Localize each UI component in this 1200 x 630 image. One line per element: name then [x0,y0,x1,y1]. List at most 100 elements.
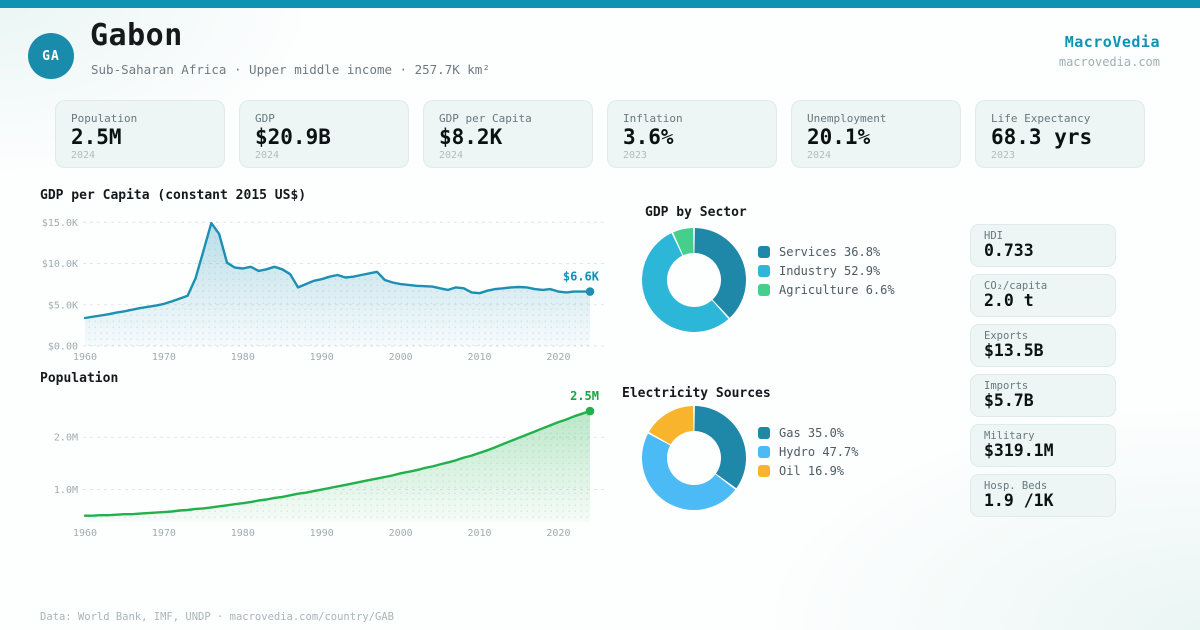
svg-text:1980: 1980 [231,352,255,363]
page-title: Gabon [90,18,183,53]
side-stat-label: Hosp. Beds [984,480,1048,492]
data-source-footer: Data: World Bank, IMF, UNDP · macrovedia… [40,611,395,623]
chart-title-gdp-per-capita: GDP per Capita (constant 2015 US$) [40,188,307,203]
svg-text:1.0M: 1.0M [54,485,78,496]
svg-text:2000: 2000 [389,528,413,539]
stat-label: Inflation [623,112,683,125]
gdp-by-sector-donut [642,228,746,332]
stat-card-unemployment: Unemployment 20.1% 2024 [791,100,961,168]
electricity-sources-donut [642,406,746,510]
stat-year: 2024 [439,150,464,162]
svg-text:$5.0K: $5.0K [48,300,78,311]
side-stat-hdi: HDI 0.733 [970,224,1116,267]
country-subtitle: Sub-Saharan Africa · Upper middle income… [91,62,490,77]
svg-text:1960: 1960 [73,352,97,363]
legend-item-services: Services 36.8% [758,245,895,259]
side-stat-value: 2.0 t [984,291,1034,310]
side-stat-label: Exports [984,330,1029,342]
svg-text:2.5M: 2.5M [570,389,599,403]
side-stat-hospital-beds: Hosp. Beds 1.9 /1K [970,474,1116,517]
brand-name[interactable]: MacroVedia [1064,33,1160,51]
stat-card-life-expectancy: Life Expectancy 68.3 yrs 2023 [975,100,1145,168]
chart-title-population: Population [40,371,119,386]
services-swatch [758,246,770,258]
industry-swatch [758,265,770,277]
stat-label: GDP [255,112,275,125]
stat-label: Life Expectancy [991,112,1091,125]
gas-swatch [758,427,770,439]
legend-item-hydro: Hydro 47.7% [758,445,858,459]
side-stat-co2-per-capita: CO₂/capita 2.0 t [970,274,1116,317]
agriculture-swatch [758,284,770,296]
legend-item-oil: Oil 16.9% [758,464,858,478]
stat-label: Population [71,112,138,125]
stat-year: 2023 [991,150,1016,162]
chart-title-gdp-by-sector: GDP by Sector [645,205,747,220]
side-stat-label: Military [984,430,1035,442]
legend-label: Oil 16.9% [779,464,845,478]
svg-text:$6.6K: $6.6K [563,270,600,284]
svg-text:1970: 1970 [152,352,176,363]
legend-item-industry: Industry 52.9% [758,264,895,278]
svg-text:2010: 2010 [467,528,491,539]
legend-label: Gas 35.0% [779,426,845,440]
legend-label: Agriculture 6.6% [779,283,895,297]
stat-value: $8.2K [439,125,503,149]
stat-value: 2.5M [71,125,122,149]
stat-year: 2024 [807,150,832,162]
population-chart: 2.0M 1.0M 1960 1970 1980 1990 2000 2010 2020 2.5M [54,389,604,539]
legend-item-gas: Gas 35.0% [758,426,858,440]
stat-year: 2024 [255,150,280,162]
side-stat-imports: Imports $5.7B [970,374,1116,417]
stat-card-gdp-per-capita: GDP per Capita $8.2K 2024 [423,100,593,168]
side-stat-label: Imports [984,380,1029,392]
gdp-sector-legend: Services 36.8% Industry 52.9% Agricultur… [758,245,895,297]
side-stats-column: HDI 0.733 CO₂/capita 2.0 t Exports $13.5… [970,224,1116,517]
side-stat-value: $13.5B [984,341,1044,360]
brand-domain-link[interactable]: macrovedia.com [1058,55,1160,69]
oil-swatch [758,465,770,477]
side-stat-military: Military $319.1M [970,424,1116,467]
svg-text:1960: 1960 [73,528,97,539]
side-stat-value: $319.1M [984,441,1054,460]
svg-text:2.0M: 2.0M [54,433,78,444]
svg-text:1970: 1970 [152,528,176,539]
side-stat-value: $5.7B [984,391,1034,410]
top-accent-bar [0,0,1200,8]
svg-text:$0.00: $0.00 [48,342,78,353]
svg-text:2000: 2000 [389,352,413,363]
legend-label: Industry 52.9% [779,264,881,278]
svg-text:1990: 1990 [310,528,334,539]
brand-block: MacroVedia macrovedia.com [1059,33,1160,69]
stat-cards-row: Population 2.5M 2024 GDP $20.9B 2024 GDP… [55,100,1145,168]
stat-label: GDP per Capita [439,112,532,125]
chart-title-electricity: Electricity Sources [622,386,771,401]
stat-value: 20.1% [807,125,871,149]
stat-label: Unemployment [807,112,887,125]
stat-year: 2024 [71,150,96,162]
svg-text:2010: 2010 [467,352,491,363]
stat-year: 2023 [623,150,648,162]
legend-item-agriculture: Agriculture 6.6% [758,283,895,297]
stat-card-inflation: Inflation 3.6% 2023 [607,100,777,168]
stat-value: 3.6% [623,125,674,149]
side-stat-label: CO₂/capita [984,280,1048,292]
side-stat-label: HDI [984,230,1003,242]
stat-card-population: Population 2.5M 2024 [55,100,225,168]
country-badge: GA [28,33,74,79]
stat-value: 68.3 yrs [991,125,1093,149]
side-stat-exports: Exports $13.5B [970,324,1116,367]
svg-text:1990: 1990 [310,352,334,363]
svg-text:2020: 2020 [546,352,570,363]
stat-card-gdp: GDP $20.9B 2024 [239,100,409,168]
electricity-legend: Gas 35.0% Hydro 47.7% Oil 16.9% [758,426,858,478]
hydro-swatch [758,446,770,458]
svg-text:2020: 2020 [546,528,570,539]
stat-value: $20.9B [255,125,331,149]
svg-text:$10.0K: $10.0K [42,259,78,270]
side-stat-value: 1.9 /1K [984,491,1054,510]
svg-text:$15.0K: $15.0K [42,218,78,229]
side-stat-value: 0.733 [984,241,1034,260]
svg-text:1980: 1980 [231,528,255,539]
